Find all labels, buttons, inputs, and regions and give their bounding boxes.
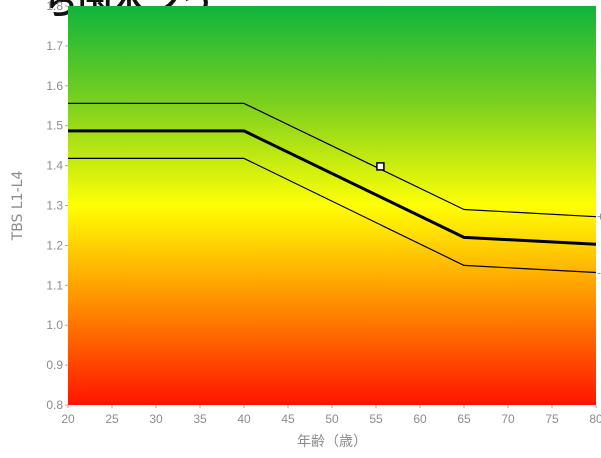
x-tick-label: 75 bbox=[545, 412, 559, 426]
series-line-lower bbox=[68, 157, 597, 274]
y-tick-label: 1.7 bbox=[46, 39, 63, 53]
y-axis-ticks: 0.8 0.9 1.0 1.1 1.2 1.3 1.4 1.5 1.6 1.7 1.8 bbox=[46, 0, 68, 412]
x-tick-label: 70 bbox=[501, 412, 515, 426]
x-tick-label: 40 bbox=[237, 412, 251, 426]
x-axis-ticks: 20 25 30 35 40 45 50 55 60 65 70 75 80 bbox=[61, 405, 601, 426]
y-tick-label: 1.0 bbox=[46, 318, 63, 332]
y-tick-label: 1.1 bbox=[46, 278, 63, 292]
plot-background bbox=[68, 6, 596, 405]
series-layer bbox=[68, 102, 597, 274]
x-tick-label: 55 bbox=[369, 412, 383, 426]
x-axis-label: 年齢（歳） bbox=[297, 434, 367, 450]
x-tick-label: 60 bbox=[413, 412, 427, 426]
y-tick-label: 1.4 bbox=[46, 159, 63, 173]
x-tick-label: 25 bbox=[105, 412, 119, 426]
y-tick-label: 0.8 bbox=[46, 398, 63, 412]
x-tick-label: 45 bbox=[281, 412, 295, 426]
x-tick-label: 65 bbox=[457, 412, 471, 426]
y-tick-label: 1.5 bbox=[46, 119, 63, 133]
right-edge-mark: - bbox=[597, 266, 601, 280]
x-tick-label: 20 bbox=[61, 412, 75, 426]
right-edge-mark: + bbox=[597, 210, 601, 224]
right-edge-marks: +- bbox=[597, 210, 601, 280]
y-tick-label: 0.9 bbox=[46, 358, 63, 372]
y-axis-label: TBS L1-L4 bbox=[10, 171, 26, 242]
data-point-marker bbox=[376, 162, 385, 171]
y-tick-label: 1.3 bbox=[46, 199, 63, 213]
y-tick-label: 1.8 bbox=[46, 0, 63, 13]
x-tick-label: 80 bbox=[589, 412, 601, 426]
points-layer bbox=[376, 162, 385, 171]
series-line-mean bbox=[68, 129, 597, 246]
x-tick-label: 50 bbox=[325, 412, 339, 426]
x-tick-label: 30 bbox=[149, 412, 163, 426]
y-tick-label: 1.6 bbox=[46, 79, 63, 93]
x-tick-label: 35 bbox=[193, 412, 207, 426]
y-tick-label: 1.2 bbox=[46, 238, 63, 252]
series-line-upper bbox=[68, 102, 597, 218]
